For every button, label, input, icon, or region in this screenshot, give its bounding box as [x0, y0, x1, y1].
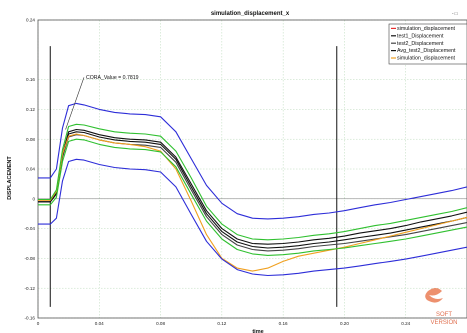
x-tick-label: 0 [37, 321, 40, 326]
series-line[interactable] [38, 138, 467, 256]
watermark-top: SOFT [436, 312, 452, 318]
y-tick-label: 0.12 [26, 107, 35, 112]
x-tick-label: 0.12 [217, 321, 226, 326]
chart-title: simulation_displacement_x [211, 11, 290, 17]
y-tick-label: 0.24 [26, 18, 35, 23]
legend-entry[interactable]: Avg_test2_Displacement [397, 48, 456, 54]
series-line[interactable] [38, 133, 467, 272]
cora-value-label: CORA_Value = 0.7819 [86, 75, 139, 81]
series-line[interactable] [38, 131, 467, 249]
y-tick-label: 0.08 [26, 137, 35, 142]
series-line[interactable] [38, 123, 467, 241]
x-axis-label: time [252, 329, 263, 333]
axes: 0 0.04 0.08 0.12 0.16 0.20 0.24 -0.16 -0.12 -0.08… [25, 18, 467, 326]
legend-entry[interactable]: test1_Displacement [397, 33, 444, 39]
series-lines [38, 46, 467, 307]
annotation: CORA_Value = 0.7819 [65, 75, 139, 130]
y-tick-label: -0.16 [25, 316, 36, 321]
watermark-bottom: VERSION [430, 320, 457, 326]
x-tick-label: 0.16 [279, 321, 288, 326]
x-tick-label: 0.08 [156, 321, 165, 326]
y-tick-label: 0.04 [26, 167, 35, 172]
series-line[interactable] [38, 102, 467, 220]
legend-entry[interactable]: simulation_displacement [397, 26, 456, 32]
x-tick-label: 0.04 [95, 321, 104, 326]
y-tick-label: 0.16 [26, 77, 35, 82]
annotation-leader [65, 77, 85, 130]
y-tick-label: 0 [32, 196, 35, 201]
x-tick-label: 0.20 [340, 321, 349, 326]
legend-box [388, 23, 467, 65]
y-tick-label: -0.04 [25, 226, 36, 231]
legend[interactable]: simulation_displacementtest1_Displacemen… [388, 23, 467, 65]
window-controls[interactable]: - □ [452, 11, 458, 16]
legend-entry[interactable]: test2_Displacement [397, 41, 444, 47]
series-line[interactable] [38, 128, 467, 245]
logo-mark-icon [425, 288, 443, 303]
series-line[interactable] [38, 158, 467, 277]
y-tick-label: -0.12 [25, 286, 36, 291]
legend-entry[interactable]: simulation_displacement [397, 56, 456, 62]
watermark-logo: SOFT VERSION [425, 288, 458, 326]
y-axis-label: DISPLACEMENT [7, 156, 13, 200]
y-tick-label: -0.08 [25, 256, 36, 261]
plot-frame [37, 19, 467, 319]
x-tick-label: 0.24 [401, 321, 410, 326]
